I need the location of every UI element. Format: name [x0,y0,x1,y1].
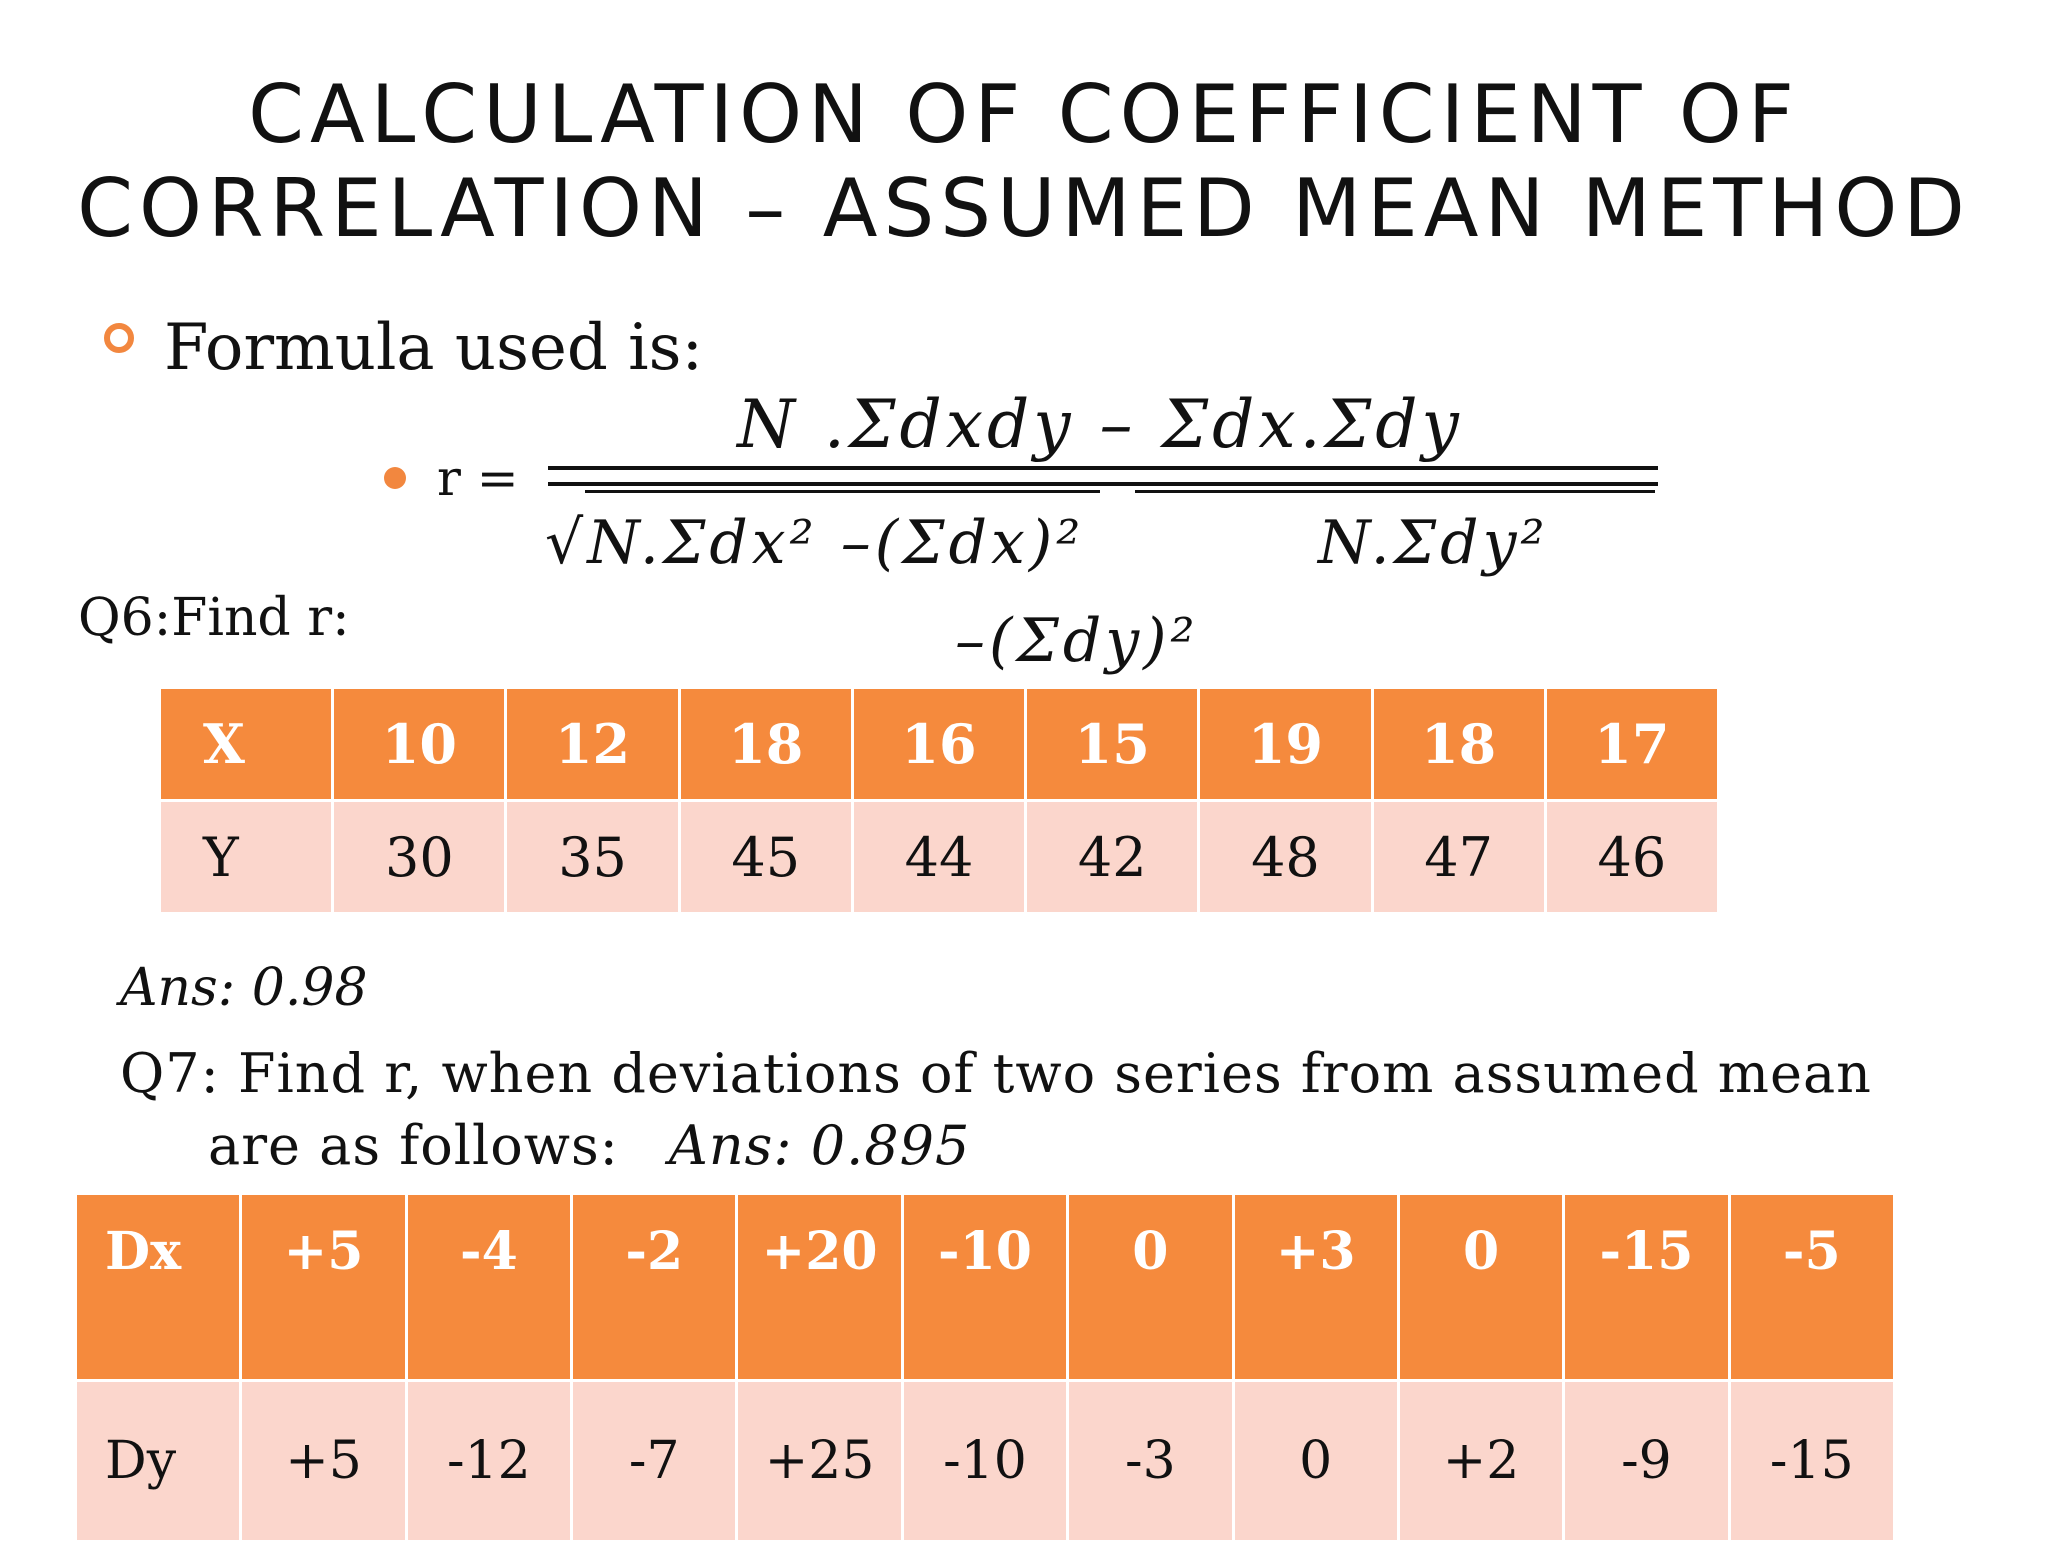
dot-bullet-icon [384,467,406,489]
ring-bullet-icon [104,323,134,353]
q6-body-cell: 44 [850,799,1028,915]
formula-denominator-right: N.Σdy² [1318,508,1549,578]
q6-body-cell: Y [157,799,335,915]
q6-header-cell: 18 [1370,686,1547,802]
q6-body-cell: 46 [1543,799,1721,915]
sqrt-overline-right [1135,490,1655,493]
q6-answer: Ans: 0.98 [120,958,368,1018]
q7-header-cell: -10 [900,1192,1070,1382]
q6-header-cell: 10 [331,686,508,802]
q7-header-cell: +3 [1231,1192,1400,1382]
q7-header-cell: +5 [239,1192,408,1382]
q7-header-cell: -2 [570,1192,739,1382]
q6-body-cell: 48 [1197,799,1374,915]
fraction-bar [548,466,1658,470]
q6-header-cell: 15 [1024,686,1201,802]
q7-header-cell: +20 [735,1192,904,1382]
q7-question-line-2-text: are as follows: [208,1114,619,1177]
q7-answer: Ans: 0.895 [668,1114,971,1177]
q7-body-cell: -10 [900,1379,1070,1543]
formula-heading: Formula used is: [164,311,704,385]
q6-header-cell: 12 [504,686,681,802]
formula-denominator-left: √N.Σdx² –(Σdx)² [545,508,1085,578]
q7-body-cell: -9 [1562,1379,1731,1543]
r-equals-label: r = [437,449,519,507]
q7-body-cell: 0 [1231,1379,1400,1543]
q7-body-cell: -7 [570,1379,739,1543]
q7-question-line-2: are as follows: Ans: 0.895 [208,1112,970,1180]
title-line-2: CORRELATION – ASSUMED MEAN METHOD [77,162,1971,255]
q7-header-cell: 0 [1396,1192,1566,1382]
q6-header-cell: 18 [677,686,854,802]
q6-body-cell: 42 [1024,799,1201,915]
formula-denominator-bottom: –(Σdy)² [955,606,1199,676]
q7-body-cell: -3 [1066,1379,1235,1543]
sqrt-overline-left [585,490,1100,493]
q6-header-row: X 10 12 18 16 15 19 18 17 [157,686,1721,802]
q7-body-cell: Dy [73,1379,243,1543]
q7-question-line-1: Q7: Find r, when deviations of two serie… [120,1042,1872,1105]
formula-numerator: N .Σdxdy – Σdx.Σdy [737,386,1463,463]
q7-body-row: Dy +5 -12 -7 +25 -10 -3 0 +2 -9 -15 [73,1379,1897,1543]
q7-header-cell: -5 [1727,1192,1897,1382]
q7-body-cell: +25 [735,1379,904,1543]
q6-body-row: Y 30 35 45 44 42 48 47 46 [157,799,1721,915]
q7-table: Dx +5 -4 -2 +20 -10 0 +3 0 -15 -5 Dy +5 … [73,1192,1897,1543]
q7-header-row: Dx +5 -4 -2 +20 -10 0 +3 0 -15 -5 [73,1192,1897,1382]
q7-body-cell: -15 [1727,1379,1897,1543]
q6-question: Q6:Find r: [78,588,350,648]
q6-header-cell: 16 [850,686,1028,802]
q6-header-cell: 17 [1543,686,1721,802]
q7-header-cell: -4 [404,1192,574,1382]
q6-body-cell: 35 [504,799,681,915]
title-line-1: CALCULATION OF COEFFICIENT OF [248,68,1800,161]
q7-body-cell: -12 [404,1379,574,1543]
q6-table: X 10 12 18 16 15 19 18 17 Y 30 35 45 44 … [157,686,1721,915]
q7-header-cell: Dx [73,1192,243,1382]
q6-header-cell: X [157,686,335,802]
q6-body-cell: 47 [1370,799,1547,915]
q6-body-cell: 30 [331,799,508,915]
q7-header-cell: -15 [1562,1192,1731,1382]
slide-title: CALCULATION OF COEFFICIENT OF CORRELATIO… [0,68,2048,256]
q7-body-cell: +2 [1396,1379,1566,1543]
fraction-bar-second [548,482,1658,486]
q7-header-cell: 0 [1066,1192,1235,1382]
q6-header-cell: 19 [1197,686,1374,802]
q7-body-cell: +5 [239,1379,408,1543]
q6-body-cell: 45 [677,799,854,915]
